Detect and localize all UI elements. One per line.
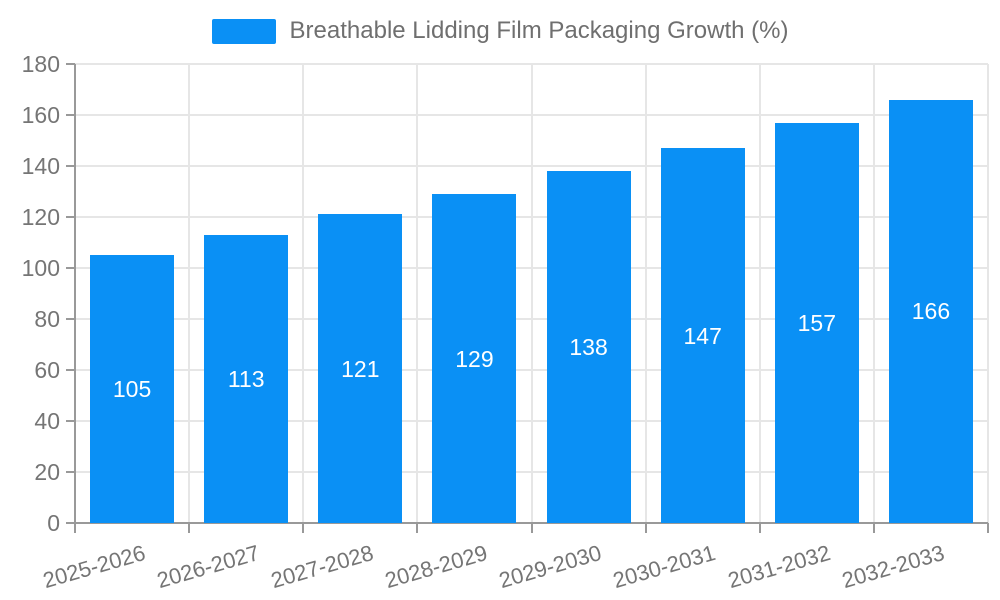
y-axis-tick	[66, 471, 75, 473]
legend[interactable]: Breathable Lidding Film Packaging Growth…	[0, 17, 1000, 45]
y-axis-tick	[66, 165, 75, 167]
bar[interactable]	[318, 214, 403, 523]
y-axis-tick-label: 60	[34, 357, 60, 383]
bar[interactable]	[90, 255, 175, 523]
x-axis-tick	[74, 523, 76, 533]
x-axis-tick	[416, 523, 419, 533]
y-axis-tick	[66, 369, 75, 371]
bar[interactable]	[204, 234, 289, 523]
bar[interactable]	[660, 148, 745, 523]
x-axis-tick-label: 2031-2032	[724, 540, 833, 594]
x-gridline	[987, 64, 989, 523]
y-axis-tick-label: 100	[21, 255, 60, 281]
bar[interactable]	[546, 171, 631, 523]
x-axis-tick-label: 2027-2028	[268, 540, 377, 594]
bar[interactable]	[888, 99, 973, 523]
y-axis-tick	[66, 216, 75, 218]
y-gridline	[75, 63, 988, 65]
bar[interactable]	[774, 122, 859, 523]
y-axis-tick-label: 80	[34, 306, 60, 332]
x-gridline	[416, 64, 419, 523]
y-axis-tick-label: 0	[47, 510, 60, 536]
y-axis-tick-label: 20	[34, 459, 60, 485]
x-gridline	[872, 64, 875, 523]
x-gridline	[530, 64, 533, 523]
x-axis-tick-label: 2030-2031	[610, 540, 719, 594]
x-axis-tick-label: 2032-2033	[838, 540, 947, 594]
y-axis-tick	[66, 114, 75, 116]
x-axis-tick-label: 2025-2026	[39, 540, 148, 594]
y-axis-tick-label: 160	[21, 102, 60, 128]
y-axis-tick-label: 140	[21, 153, 60, 179]
x-gridline	[188, 64, 191, 523]
x-axis-tick-label: 2026-2027	[154, 540, 263, 594]
x-axis-tick-label: 2028-2029	[382, 540, 491, 594]
legend-swatch-icon	[211, 18, 276, 44]
x-gridline	[644, 64, 647, 523]
y-axis-tick	[66, 63, 75, 65]
x-axis-tick-label: 2029-2030	[496, 540, 605, 594]
x-axis-tick	[302, 523, 305, 533]
y-axis-tick-label: 180	[21, 51, 60, 77]
y-axis-tick-label: 120	[21, 204, 60, 230]
x-axis-tick	[872, 523, 875, 533]
y-axis-tick	[66, 267, 75, 269]
x-axis-tick	[644, 523, 647, 533]
x-gridline	[758, 64, 761, 523]
x-axis-tick	[188, 523, 191, 533]
y-axis-tick	[66, 318, 75, 320]
y-axis-tick	[66, 420, 75, 422]
y-gridline	[75, 114, 988, 116]
y-axis-tick-label: 40	[34, 408, 60, 434]
legend-label: Breathable Lidding Film Packaging Growth…	[289, 17, 789, 44]
x-axis-tick	[758, 523, 761, 533]
x-axis-tick	[987, 523, 989, 533]
x-gridline	[302, 64, 305, 523]
y-axis-tick	[66, 522, 75, 524]
bar[interactable]	[432, 194, 517, 523]
x-axis-tick	[530, 523, 533, 533]
y-axis-line	[74, 64, 76, 525]
